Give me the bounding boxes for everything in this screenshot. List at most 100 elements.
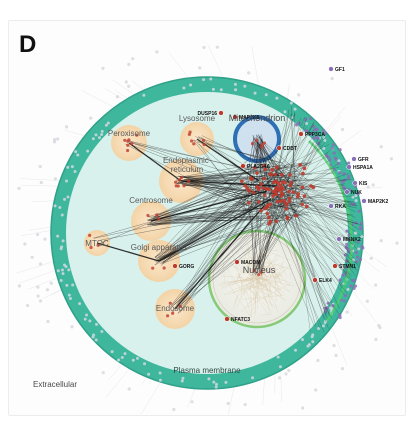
hub-node (263, 167, 268, 172)
organelle-node (123, 138, 127, 142)
membrane-node (343, 293, 348, 298)
nucleus-edge (249, 276, 253, 287)
membrane-node (355, 255, 360, 259)
membrane-node (331, 143, 336, 147)
membrane-node (336, 161, 341, 166)
extracellular-node (49, 281, 53, 285)
nucleus-edge (280, 264, 287, 277)
nucleus-edge (261, 265, 279, 313)
interaction-edge (290, 203, 359, 225)
membrane-node (347, 176, 351, 180)
panel-letter: D (19, 31, 37, 58)
membrane-node (67, 268, 71, 272)
hub-node (287, 199, 292, 204)
extracellular-node (17, 186, 21, 190)
nucleus-edge (220, 275, 258, 280)
hub-node (250, 177, 254, 182)
interaction-edge (286, 199, 352, 277)
interaction-edge (280, 201, 354, 204)
mtoc-label: MTOC (85, 239, 109, 248)
nucleus-edge (253, 241, 290, 287)
membrane-node (243, 84, 247, 88)
gene-node-cdbt (276, 145, 282, 151)
extracellular-node (395, 241, 399, 245)
nucleus-edge (234, 291, 240, 304)
hub-node (281, 187, 285, 191)
extracellular-node (39, 180, 43, 185)
hub-node (288, 173, 292, 177)
nucleus-edge (261, 283, 270, 291)
membrane-node (351, 195, 355, 199)
organelle-node (187, 132, 191, 137)
interaction-edge (263, 182, 331, 307)
hub-node (296, 192, 301, 196)
mitochondrion-label: Mitochondrion (229, 113, 286, 123)
interaction-edge (98, 168, 281, 245)
extracellular-node (345, 310, 349, 314)
organelle-node (146, 213, 150, 218)
interaction-edges (93, 105, 362, 333)
membrane-node (330, 146, 334, 150)
membrane-node (91, 137, 95, 141)
membrane-node (264, 93, 268, 97)
extracellular-node (36, 285, 40, 289)
membrane-node (323, 131, 327, 135)
interaction-edge (269, 203, 325, 333)
membrane-node (305, 122, 309, 126)
membrane-node (189, 83, 193, 87)
interaction-edge (262, 177, 342, 191)
hub-node (287, 196, 292, 201)
extracellular-node (378, 325, 382, 330)
membrane-node (66, 195, 70, 199)
organelle-node (182, 184, 186, 188)
extracellular-node (277, 376, 282, 380)
organelle-node (252, 268, 256, 272)
interaction-edge (257, 141, 264, 188)
membrane-node (360, 244, 364, 249)
nucleus-edge (258, 263, 281, 272)
membrane-node (354, 194, 358, 198)
nucleus-edge (242, 278, 257, 282)
membrane-node (86, 149, 90, 153)
hub-node (309, 184, 313, 188)
extracellular-node (38, 164, 42, 169)
organelle-node (96, 243, 100, 247)
membrane-node (311, 333, 315, 337)
hub-node (288, 183, 292, 188)
gene-node-hspa1a (346, 164, 352, 170)
nucleus-label: Nucleus (243, 265, 276, 275)
hub-node (294, 213, 298, 218)
membrane-node (100, 129, 104, 133)
hub-node (278, 199, 283, 203)
interaction-edge (252, 212, 260, 268)
membrane-node (355, 259, 359, 264)
interaction-edge (155, 179, 259, 257)
hub-node (262, 193, 267, 198)
extracellular-node (101, 66, 105, 70)
hub-node (300, 202, 305, 207)
membrane-node (332, 151, 336, 155)
membrane-node (333, 156, 338, 160)
hub-node (279, 191, 284, 195)
hub-node (304, 204, 309, 209)
membrane-node (293, 107, 297, 111)
extracellular-node (340, 367, 345, 371)
nucleus-edge (268, 286, 273, 301)
nucleus-edge (241, 289, 262, 313)
interaction-edge (158, 196, 271, 257)
nucleus-edge (242, 275, 283, 282)
membrane-node (83, 317, 87, 321)
membrane-node (349, 284, 353, 288)
hub-node (240, 179, 244, 184)
organelle-node (174, 180, 178, 184)
interaction-edge (182, 176, 245, 194)
extracellular-node (247, 71, 251, 75)
membrane-node (307, 343, 311, 347)
interaction-edge (152, 164, 265, 219)
hub-node (278, 183, 283, 187)
hub-node (268, 202, 273, 206)
hub-node (285, 215, 290, 220)
membrane-node (337, 159, 341, 163)
membrane-node (104, 123, 108, 127)
